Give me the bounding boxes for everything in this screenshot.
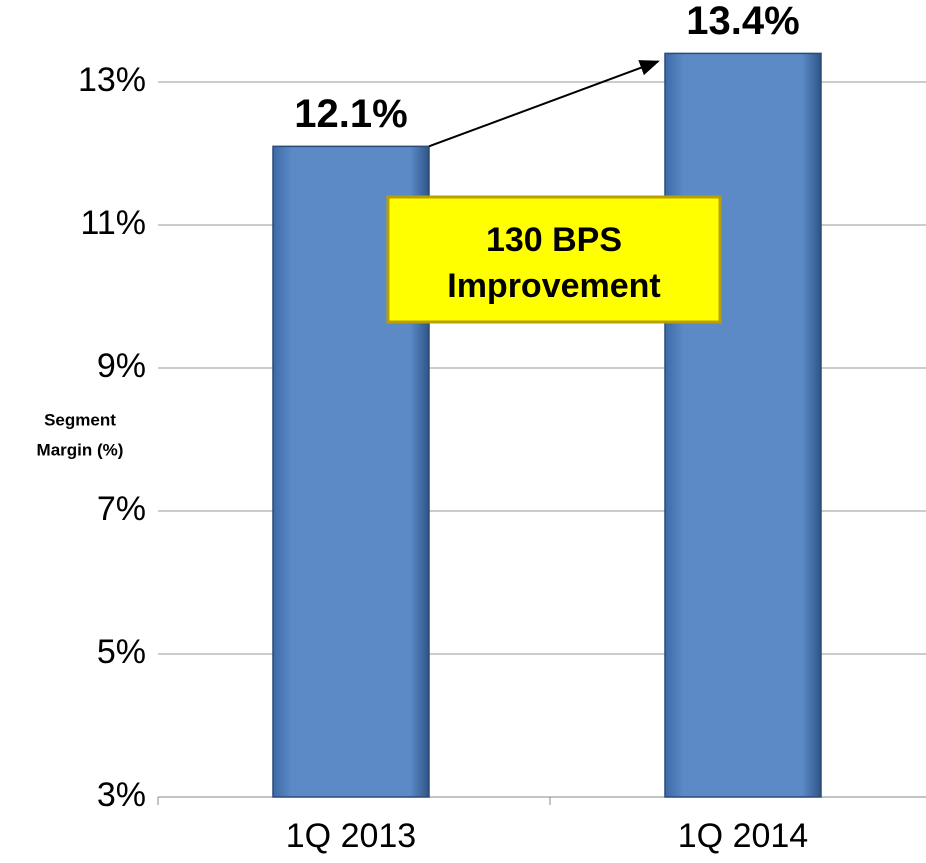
y-tick-label: 3% xyxy=(97,776,146,814)
y-tick-label: 9% xyxy=(97,347,146,385)
y-tick-label: 13% xyxy=(78,61,146,99)
y-tick-label: 11% xyxy=(80,204,146,242)
arrow xyxy=(428,60,660,148)
x-tick-label: 1Q 2014 xyxy=(678,817,808,855)
y-tick-label: 5% xyxy=(97,633,146,671)
value-label: 12.1% xyxy=(294,92,407,136)
annotation: 130 BPS xyxy=(486,221,622,259)
y-axis-label: Segment xyxy=(44,410,116,429)
bar xyxy=(664,52,822,798)
annotation-box xyxy=(386,195,722,324)
x-tick-label: 1Q 2013 xyxy=(286,817,416,855)
annotation: Improvement xyxy=(447,267,661,305)
y-tick-label: 7% xyxy=(97,490,146,528)
value-label: 13.4% xyxy=(686,0,799,43)
y-axis-label: Margin (%) xyxy=(37,440,124,459)
